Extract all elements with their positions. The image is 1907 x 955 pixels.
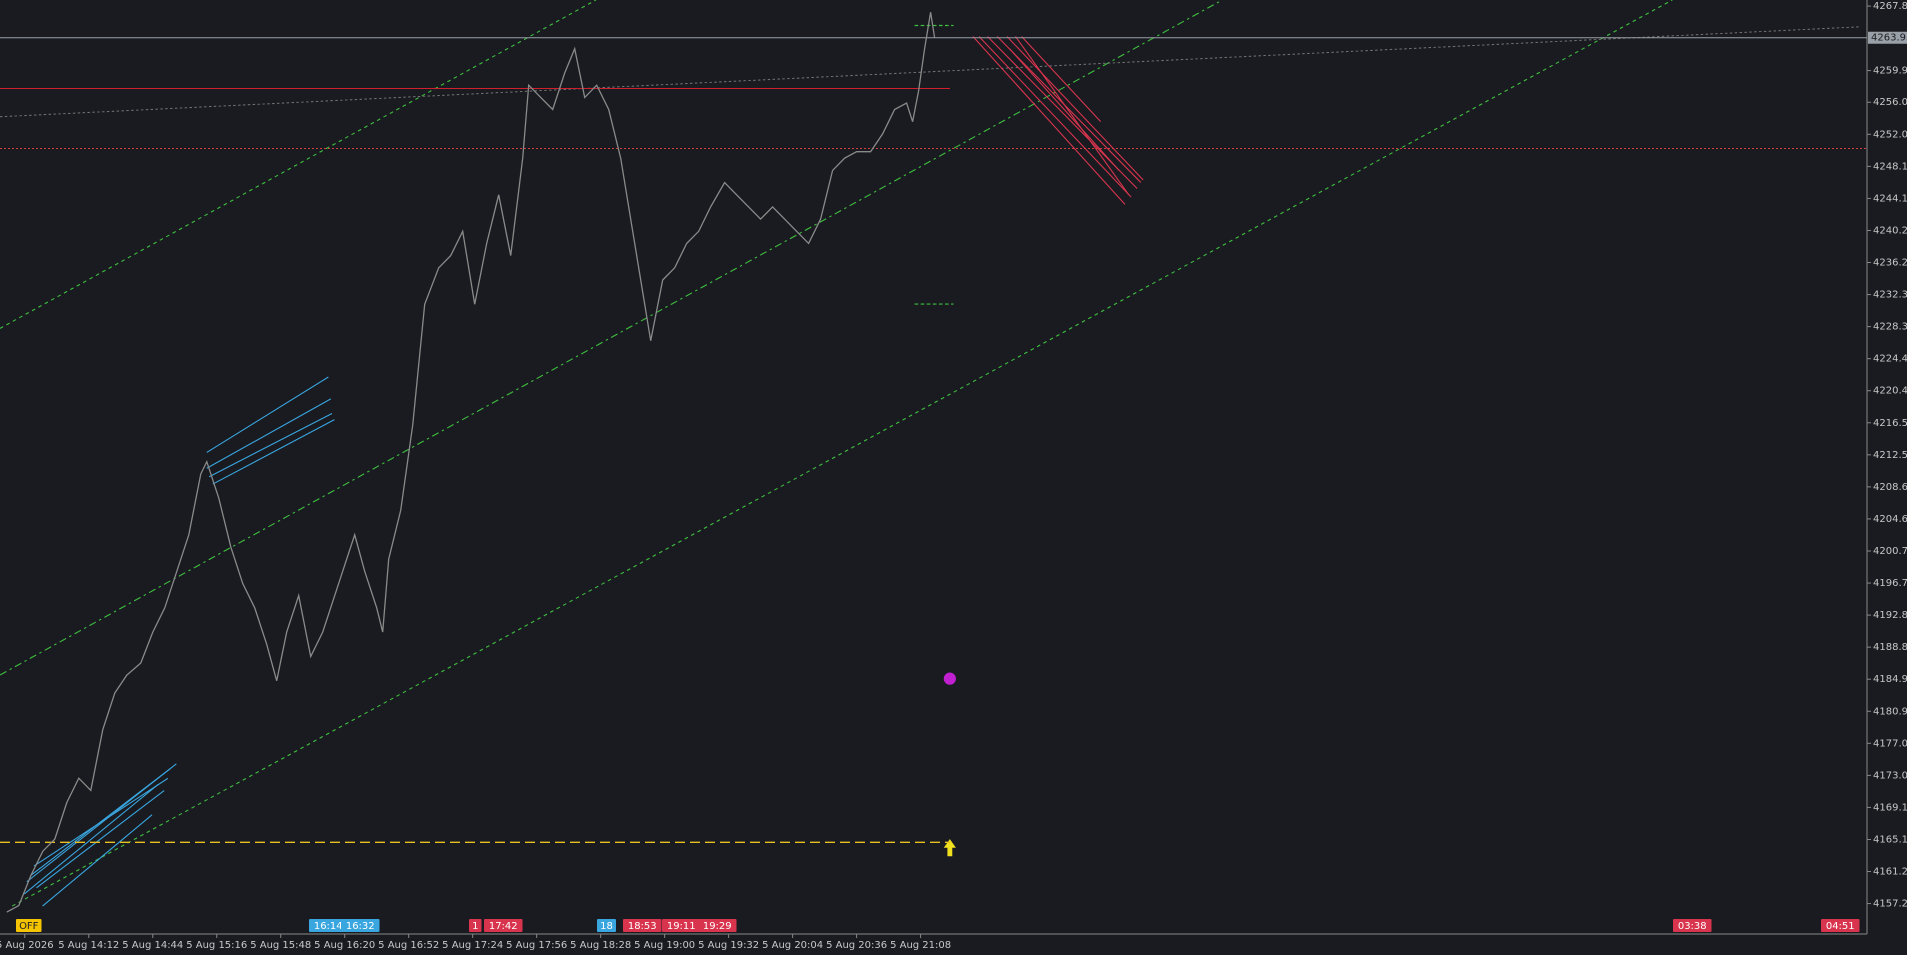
time-tag-label: 19:29	[703, 921, 732, 932]
signal-marker	[943, 672, 956, 685]
y-tick-label: 4184.90	[1873, 674, 1907, 685]
time-tag-label: 19:11	[667, 921, 696, 932]
time-tag	[662, 919, 701, 932]
y-tick-label: 4220.45	[1873, 386, 1907, 397]
x-tick-label: 5 Aug 16:52	[378, 940, 439, 951]
x-tick-label: 5 Aug 16:20	[314, 940, 375, 951]
y-tick-label: 4200.70	[1873, 546, 1907, 557]
trend-line	[0, 26, 1861, 118]
time-tag	[623, 919, 662, 932]
time-tag	[484, 919, 523, 932]
x-tick-label: 5 Aug 19:32	[698, 940, 759, 951]
time-tag	[16, 919, 42, 932]
y-tick-label: 4196.75	[1873, 578, 1907, 589]
time-tag	[469, 919, 482, 932]
y-tick-label: 4208.60	[1873, 482, 1907, 493]
time-tag	[1821, 919, 1860, 932]
x-tick-label: 5 Aug 15:16	[186, 940, 247, 951]
x-tick-label: 5 Aug 14:12	[58, 940, 119, 951]
time-tag-label: 16:14	[314, 921, 343, 932]
y-tick-label: 4212.55	[1873, 450, 1907, 461]
y-tick-label: 4236.25	[1873, 258, 1907, 269]
x-tick-label: 5 Aug 2026	[0, 940, 54, 951]
y-tick-label: 4173.05	[1873, 770, 1907, 781]
time-tag	[698, 919, 737, 932]
price-line	[6, 12, 936, 913]
y-tick-label: 4192.80	[1873, 610, 1907, 621]
time-tag-label: 17:42	[489, 921, 518, 932]
y-tick-label: 4224.40	[1873, 354, 1907, 365]
y-tick-label: 4216.50	[1873, 418, 1907, 429]
y-tick-label: 4267.85	[1873, 1, 1907, 12]
y-tick-label: 4177.00	[1873, 738, 1907, 749]
x-tick-label: 5 Aug 20:04	[762, 940, 823, 951]
x-tick-label: 5 Aug 20:36	[826, 940, 887, 951]
y-tick-label: 4244.15	[1873, 193, 1907, 204]
time-tag	[597, 919, 616, 932]
x-tick-label: 5 Aug 17:24	[442, 940, 503, 951]
time-tag-label: 18	[600, 921, 613, 932]
y-tick-label: 4180.95	[1873, 706, 1907, 717]
y-tick-label: 4165.15	[1873, 834, 1907, 845]
time-tag	[309, 919, 348, 932]
y-tick-label: 4232.30	[1873, 290, 1907, 301]
y-tick-label: 4188.85	[1873, 642, 1907, 653]
current-price-box	[1868, 31, 1907, 44]
time-tag-label: 1	[472, 921, 478, 932]
y-tick-label: 4169.10	[1873, 802, 1907, 813]
x-tick-label: 5 Aug 14:44	[122, 940, 183, 951]
y-tick-label: 4252.05	[1873, 129, 1907, 140]
time-tag-label: OFF	[19, 921, 39, 932]
y-tick-label: 4157.25	[1873, 899, 1907, 910]
y-tick-label: 4259.90	[1873, 66, 1907, 77]
x-tick-label: 5 Aug 15:48	[250, 940, 311, 951]
y-tick-label: 4256.00	[1873, 97, 1907, 108]
drawings	[0, 0, 1861, 907]
time-tag-label: 18:53	[628, 921, 657, 932]
time-tag	[341, 919, 380, 932]
time-tag-label: 16:32	[346, 921, 375, 932]
channel-line	[11, 0, 1673, 907]
x-tick-label: 5 Aug 18:28	[570, 940, 631, 951]
current-price-label: 4263.95	[1871, 33, 1907, 44]
y-tick-label: 4228.35	[1873, 322, 1907, 333]
time-tag-label: 03:38	[1678, 921, 1707, 932]
y-tick-label: 4240.20	[1873, 225, 1907, 236]
y-tick-label: 4248.10	[1873, 161, 1907, 172]
y-tick-label: 4161.20	[1873, 867, 1907, 878]
channel-line	[0, 0, 1223, 676]
x-tick-label: 5 Aug 17:56	[506, 940, 567, 951]
time-tag	[1673, 919, 1712, 932]
x-tick-label: 5 Aug 19:00	[634, 940, 695, 951]
y-tick-label: 4204.65	[1873, 514, 1907, 525]
time-tag-label: 04:51	[1826, 921, 1855, 932]
x-tick-label: 5 Aug 21:08	[890, 940, 951, 951]
ray-fan	[972, 36, 1144, 205]
ray-fan	[23, 376, 335, 907]
